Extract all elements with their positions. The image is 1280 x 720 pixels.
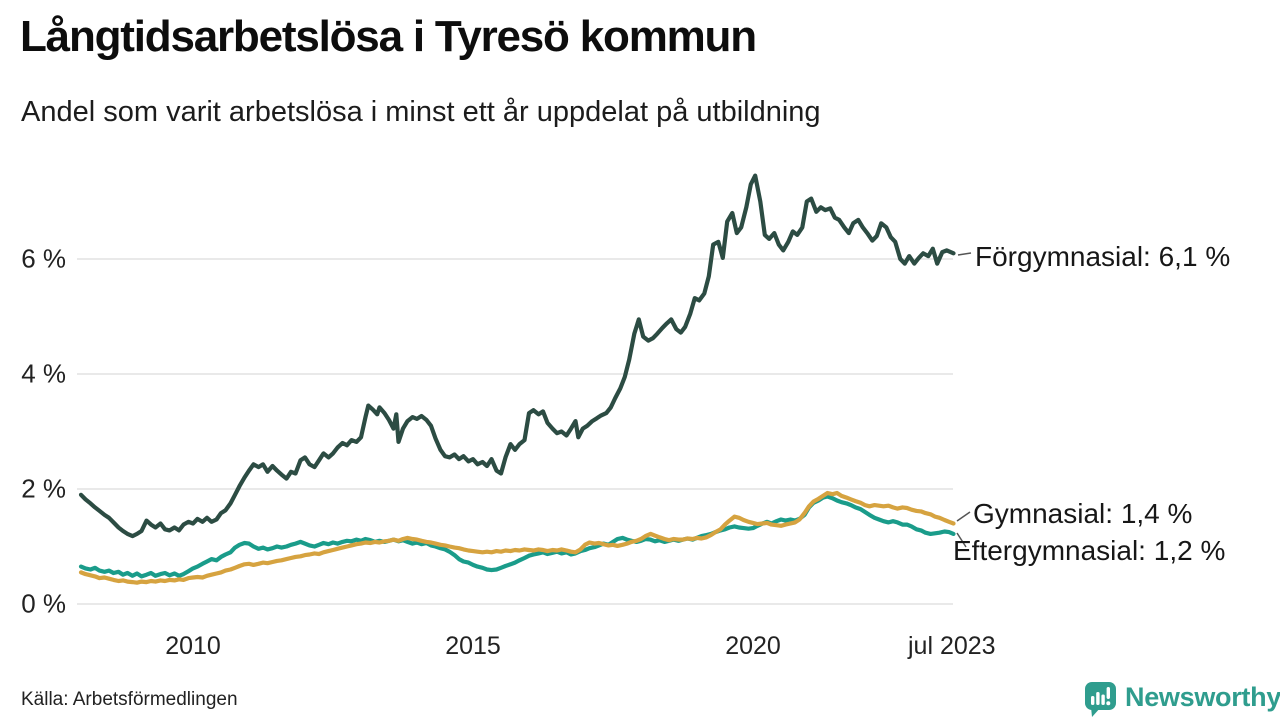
y-axis-tick-label: 6 % (21, 243, 66, 274)
newsworthy-logo-text: Newsworthy (1125, 682, 1280, 712)
newsworthy-logo-icon (1084, 681, 1118, 720)
series-label-forgymnasial: Förgymnasial: 6,1 % (975, 241, 1231, 272)
annotation-connector (956, 532, 967, 548)
page-subtitle: Andel som varit arbetslösa i minst ett å… (21, 96, 821, 128)
x-axis-tick-label: 2010 (165, 632, 221, 660)
x-axis-tick-label: jul 2023 (908, 632, 996, 660)
newsworthy-logo[interactable]: Newsworthy (1084, 681, 1280, 720)
annotation-connector (956, 511, 971, 522)
x-axis-tick-label: 2020 (725, 632, 781, 660)
page-title: Långtidsarbetslösa i Tyresö kommun (20, 12, 757, 61)
source-note: Källa: Arbetsförmedlingen (21, 689, 238, 710)
y-axis-tick-label: 2 % (21, 473, 66, 504)
series-line-förgymnasial (78, 173, 956, 539)
y-axis-tick-label: 0 % (21, 588, 66, 619)
series-label-gymnasial: Gymnasial: 1,4 % (973, 498, 1193, 529)
series-line-gymnasial (78, 490, 956, 585)
x-axis-tick-label: 2015 (445, 632, 501, 660)
series-line-eftergymnasial (78, 494, 956, 579)
series-label-eftergymnasial: Eftergymnasial: 1,2 % (953, 535, 1226, 566)
y-axis-tick-label: 4 % (21, 358, 66, 389)
annotation-connector (957, 252, 972, 256)
